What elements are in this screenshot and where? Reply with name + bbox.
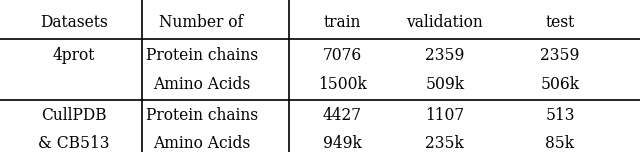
- Text: 235k: 235k: [426, 135, 464, 152]
- Text: Number of: Number of: [159, 14, 244, 31]
- Text: train: train: [324, 14, 361, 31]
- Text: 513: 513: [545, 107, 575, 124]
- Text: 509k: 509k: [425, 76, 465, 93]
- Text: 4427: 4427: [323, 107, 362, 124]
- Text: test: test: [545, 14, 575, 31]
- Text: 2359: 2359: [425, 47, 465, 64]
- Text: 7076: 7076: [323, 47, 362, 64]
- Text: Protein chains: Protein chains: [145, 107, 258, 124]
- Text: 4prot: 4prot: [52, 47, 95, 64]
- Text: 85k: 85k: [545, 135, 575, 152]
- Text: validation: validation: [406, 14, 483, 31]
- Text: Datasets: Datasets: [40, 14, 108, 31]
- Text: Amino Acids: Amino Acids: [153, 76, 250, 93]
- Text: Amino Acids: Amino Acids: [153, 135, 250, 152]
- Text: 1107: 1107: [425, 107, 465, 124]
- Text: 506k: 506k: [540, 76, 580, 93]
- Text: & CB513: & CB513: [38, 135, 109, 152]
- Text: CullPDB: CullPDB: [41, 107, 106, 124]
- Text: 949k: 949k: [323, 135, 362, 152]
- Text: Protein chains: Protein chains: [145, 47, 258, 64]
- Text: 1500k: 1500k: [318, 76, 367, 93]
- Text: 2359: 2359: [540, 47, 580, 64]
